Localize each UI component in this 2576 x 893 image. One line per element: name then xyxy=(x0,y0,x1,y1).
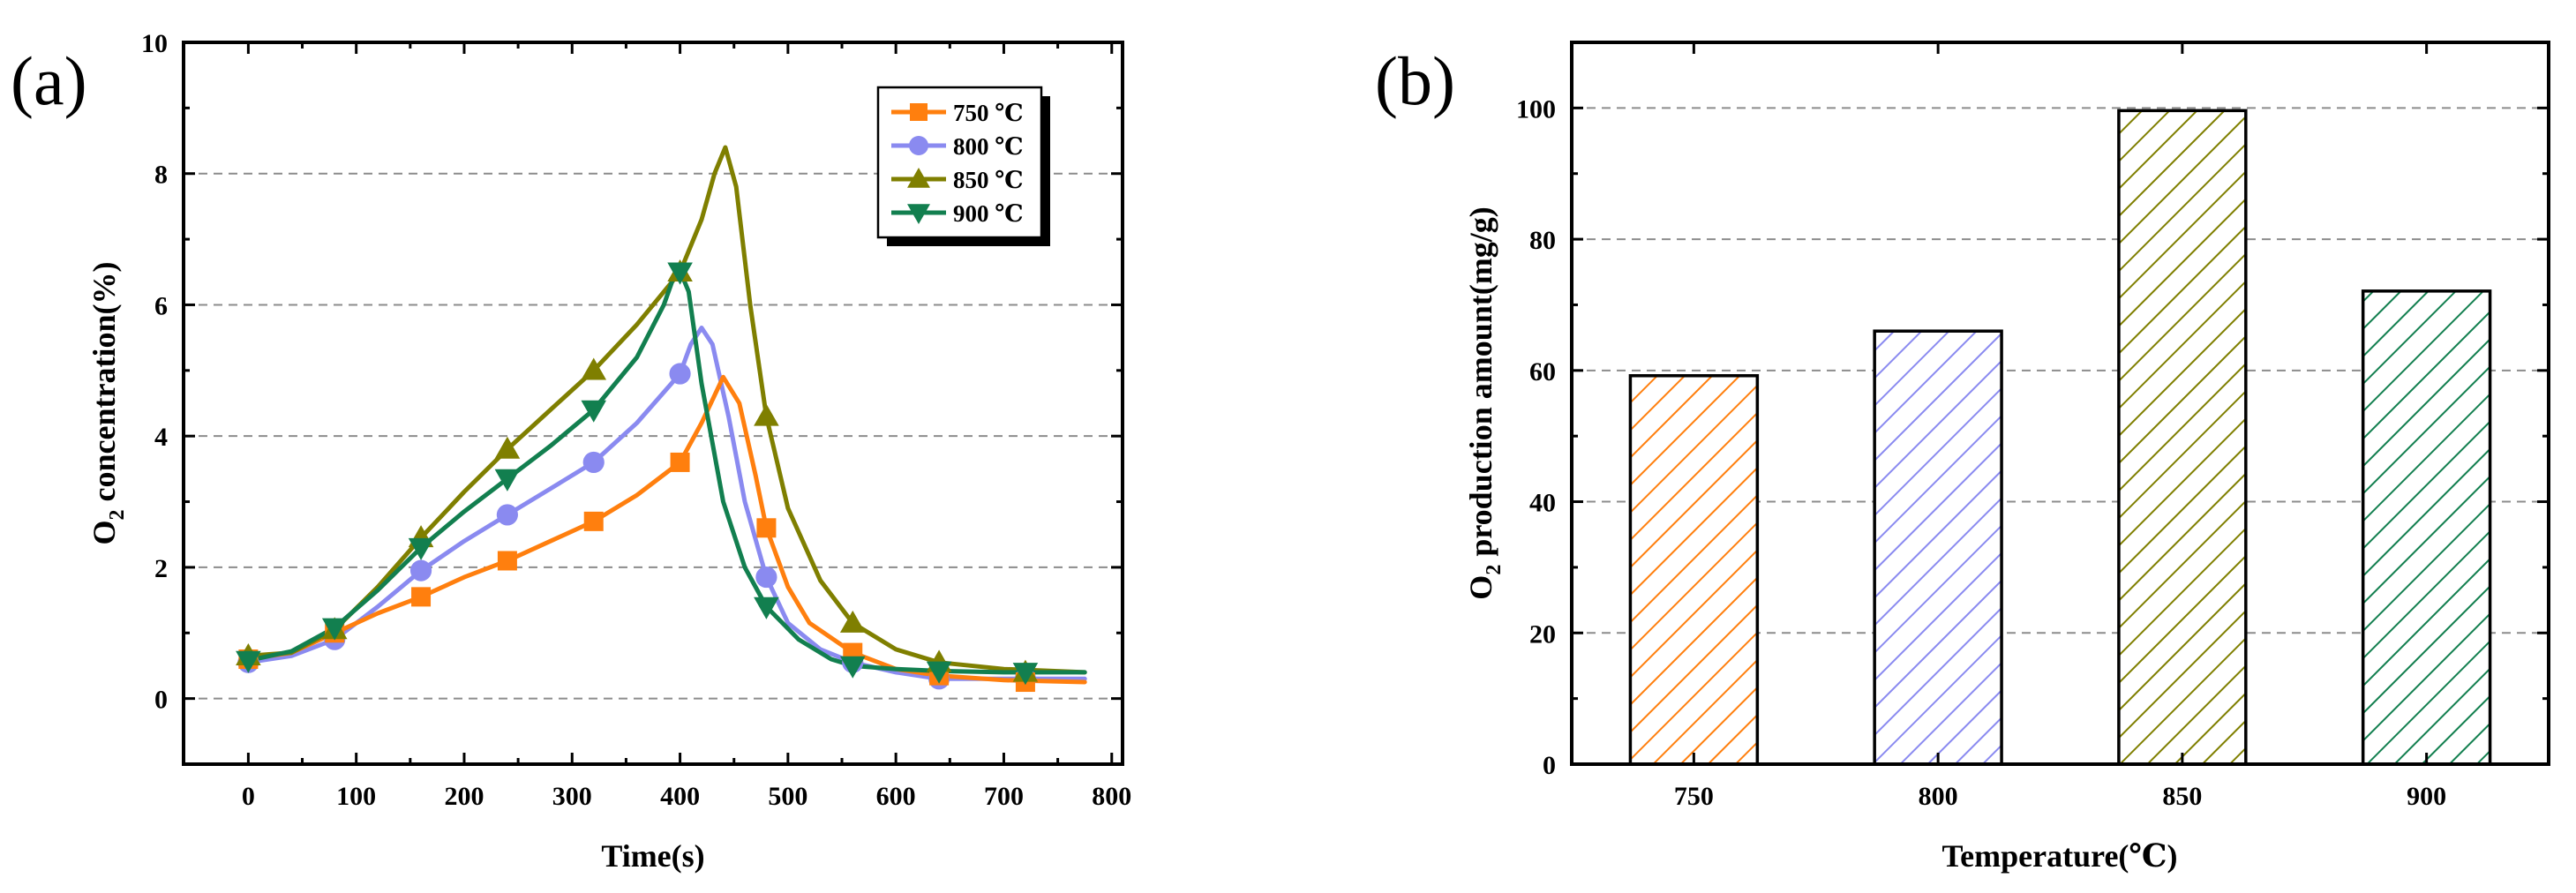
data-point-s3-4 xyxy=(581,400,607,423)
panel-a-label: (a) xyxy=(11,42,87,119)
legend-marker-0 xyxy=(910,103,928,121)
y-tick-label-4: 4 xyxy=(154,423,168,452)
legend-marker-2 xyxy=(907,168,930,188)
bar-850 xyxy=(2117,109,2248,766)
y-tick-label-60: 60 xyxy=(1529,357,1556,386)
legend-label-3: 900 ℃ xyxy=(953,200,1024,227)
data-point-s2-4 xyxy=(581,357,607,380)
legend-marker-1 xyxy=(909,136,928,155)
data-point-s3-6 xyxy=(754,597,779,619)
legend-label-1: 800 ℃ xyxy=(953,133,1024,160)
panel-b-x-axis-title: Temperature(℃) xyxy=(1941,838,2177,874)
y-tick-label-40: 40 xyxy=(1529,489,1556,518)
data-point-s3-2 xyxy=(408,537,434,560)
y-tick-label-0: 0 xyxy=(1543,751,1556,780)
panel-a-gridlines xyxy=(184,172,1123,700)
data-point-s1-4 xyxy=(582,451,605,474)
panel-a-plot-frame xyxy=(182,41,1124,766)
x-tick-label-600: 600 xyxy=(876,782,916,811)
panel-a-y-axis-title: O2 concentration(%) xyxy=(86,262,129,545)
x-tick-label-700: 700 xyxy=(984,782,1024,811)
x-tick-label-300: 300 xyxy=(552,782,592,811)
y-tick-label-80: 80 xyxy=(1529,226,1556,255)
data-point-s2-7 xyxy=(839,610,866,633)
y-tick-label-10: 10 xyxy=(141,29,168,58)
data-point-s3-1 xyxy=(321,618,348,641)
x-tick-label-400: 400 xyxy=(660,782,700,811)
data-point-s0-3 xyxy=(497,551,517,571)
data-point-s3-8 xyxy=(926,661,952,684)
x-tick-label-800: 800 xyxy=(1092,782,1131,811)
data-point-s0-4 xyxy=(583,511,604,531)
data-point-s3-7 xyxy=(839,656,866,679)
y-tick-label-0: 0 xyxy=(154,686,168,715)
x-tick-label-850: 850 xyxy=(2162,782,2202,811)
data-point-s1-2 xyxy=(409,559,432,582)
panel-b-bars xyxy=(1628,109,2492,766)
legend-label-2: 850 ℃ xyxy=(953,167,1024,193)
data-point-s0-2 xyxy=(411,587,432,607)
x-tick-label-0: 0 xyxy=(242,782,255,811)
data-point-s0-5 xyxy=(670,452,690,472)
x-tick-label-900: 900 xyxy=(2407,782,2446,811)
panel-a-series-markers xyxy=(236,259,1039,693)
data-point-s1-6 xyxy=(755,566,777,589)
data-point-s1-5 xyxy=(669,363,691,385)
y-tick-label-2: 2 xyxy=(154,554,168,583)
y-tick-label-8: 8 xyxy=(154,161,168,190)
data-point-s0-6 xyxy=(756,518,777,538)
legend-label-0: 750 ℃ xyxy=(953,100,1024,126)
panel-b-label: (b) xyxy=(1375,42,1455,119)
data-point-s3-5 xyxy=(667,262,693,285)
series-line-0 xyxy=(245,374,1087,685)
data-point-s3-3 xyxy=(494,469,521,492)
panel-a-x-axis-title: Time(s) xyxy=(601,838,704,874)
panel-a-legend: 750 ℃ 800 ℃ 850 ℃ 900 ℃ xyxy=(876,86,1050,246)
panel-b-bar-chart: (b) 0 20 40 60 80 100 750 800 850 900 Temperature… xyxy=(1375,41,2550,874)
x-tick-label-200: 200 xyxy=(444,782,484,811)
data-point-s1-3 xyxy=(496,504,518,526)
data-point-s3-0 xyxy=(236,650,261,673)
series-line-1 xyxy=(245,326,1087,681)
panel-b-y-axis-title: O2 production amount(mg/g) xyxy=(1463,206,1506,599)
y-tick-label-100: 100 xyxy=(1516,94,1556,124)
data-point-s2-3 xyxy=(494,436,521,459)
x-tick-label-750: 750 xyxy=(1674,782,1714,811)
x-tick-label-800: 800 xyxy=(1919,782,1958,811)
x-tick-label-100: 100 xyxy=(336,782,376,811)
panel-b-ticks: 0 20 40 60 80 100 750 800 850 900 xyxy=(1516,42,2549,811)
bar-750 xyxy=(1628,374,1760,766)
data-point-s2-6 xyxy=(754,403,779,426)
bar-900 xyxy=(2361,289,2492,766)
y-tick-label-6: 6 xyxy=(154,291,168,320)
y-tick-label-20: 20 xyxy=(1529,619,1556,649)
panel-b-plot-frame xyxy=(1570,41,2550,766)
x-tick-label-500: 500 xyxy=(768,782,807,811)
data-point-s3-9 xyxy=(1012,663,1039,686)
bar-800 xyxy=(1873,329,2003,766)
legend-marker-3 xyxy=(907,204,930,224)
